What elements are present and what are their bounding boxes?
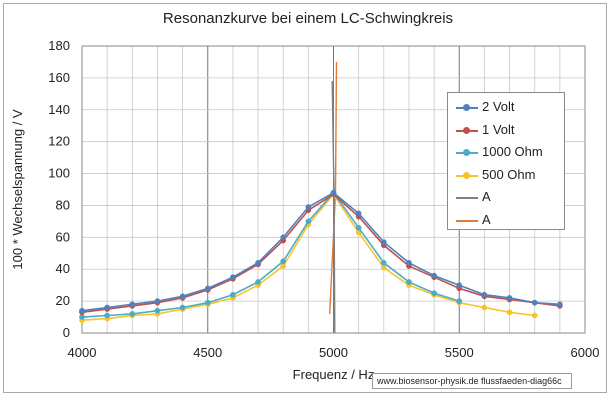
y-tick-label: 60: [56, 229, 70, 244]
data-point-3: [531, 312, 538, 319]
legend-item: A: [448, 187, 564, 210]
watermark-label: www.biosensor-physik.de flussfaeden-diag…: [372, 373, 572, 389]
legend-line: [456, 219, 478, 222]
data-point-0: [431, 272, 437, 279]
y-axis-label: 100 * Wechselspannung / V: [10, 109, 25, 270]
data-point-2: [79, 314, 85, 320]
data-point-2: [355, 224, 362, 231]
data-point-2: [104, 312, 111, 319]
legend-line: [456, 197, 478, 199]
data-point-2: [179, 304, 186, 311]
data-point-0: [355, 210, 362, 217]
y-tick-label: 0: [63, 325, 70, 340]
data-point-0: [129, 301, 136, 308]
y-tick-label: 160: [48, 70, 70, 85]
legend-item: 1 Volt: [448, 120, 564, 143]
series-line-2: [81, 191, 460, 318]
data-point-3: [481, 304, 488, 311]
data-point-2: [230, 291, 236, 298]
data-point-0: [305, 204, 312, 210]
x-axis-label: Frequenz / Hz: [293, 367, 375, 382]
x-tick-label: 6000: [571, 345, 600, 360]
data-point-0: [406, 259, 412, 266]
data-point-2: [380, 259, 387, 266]
data-point-2: [154, 307, 161, 314]
y-tick-label: 20: [56, 293, 70, 308]
y-tick-label: 140: [48, 102, 70, 117]
plot-area-border: [81, 45, 586, 334]
data-point-2: [204, 299, 211, 306]
chart-legend: 2 Volt 1 Volt 1000 Ohm 500 Ohm A A: [447, 92, 565, 230]
x-tick-label: 5000: [319, 345, 348, 360]
y-tick-label: 120: [48, 134, 70, 149]
data-point-0: [204, 285, 211, 292]
x-tick-label: 4500: [193, 345, 222, 360]
series-line-1: [81, 193, 560, 314]
data-point-3: [280, 263, 287, 269]
data-point-2: [280, 258, 287, 265]
data-point-0: [506, 295, 513, 301]
series-line-0: [81, 191, 560, 312]
legend-item: 1000 Ohm: [448, 142, 564, 165]
data-point-0: [531, 299, 538, 306]
legend-marker: [463, 149, 470, 156]
data-point-0: [380, 239, 387, 245]
data-point-0: [154, 298, 161, 304]
legend-item: 2 Volt: [448, 97, 564, 120]
legend-label: A: [482, 211, 491, 227]
y-tick-label: 100: [48, 166, 70, 181]
legend-item: 500 Ohm: [448, 165, 564, 188]
legend-item: A: [448, 210, 564, 233]
data-point-0: [330, 189, 337, 196]
data-point-0: [481, 291, 488, 298]
legend-label: A: [482, 189, 491, 204]
data-point-2: [406, 279, 412, 285]
legend-marker: [463, 126, 470, 134]
data-point-0: [79, 307, 85, 314]
data-point-0: [456, 282, 463, 289]
data-point-2: [129, 311, 136, 317]
x-tick-label: 5500: [445, 345, 474, 360]
y-tick-label: 40: [56, 261, 70, 276]
x-tick-label: 4000: [68, 345, 97, 360]
data-point-0: [557, 301, 563, 308]
data-point-2: [255, 279, 261, 285]
data-point-0: [179, 293, 186, 300]
legend-label: 1000 Ohm: [482, 144, 543, 159]
data-point-0: [230, 274, 236, 281]
y-tick-label: 80: [56, 197, 70, 212]
chart-title: Resonanzkurve bei einem LC-Schwingkreis: [162, 10, 454, 27]
data-point-2: [456, 298, 463, 304]
data-point-3: [506, 309, 513, 316]
legend-label: 2 Volt: [482, 99, 515, 114]
legend-label: 500 Ohm: [482, 166, 536, 182]
data-point-3: [380, 264, 387, 271]
legend-marker: [463, 171, 470, 179]
legend-marker: [463, 104, 470, 111]
data-point-0: [280, 234, 287, 241]
data-point-0: [255, 259, 261, 266]
data-point-0: [104, 304, 111, 311]
data-point-2: [305, 218, 312, 225]
legend-label: 1 Volt: [482, 121, 515, 137]
y-tick-label: 180: [48, 38, 70, 53]
data-point-2: [431, 290, 437, 296]
